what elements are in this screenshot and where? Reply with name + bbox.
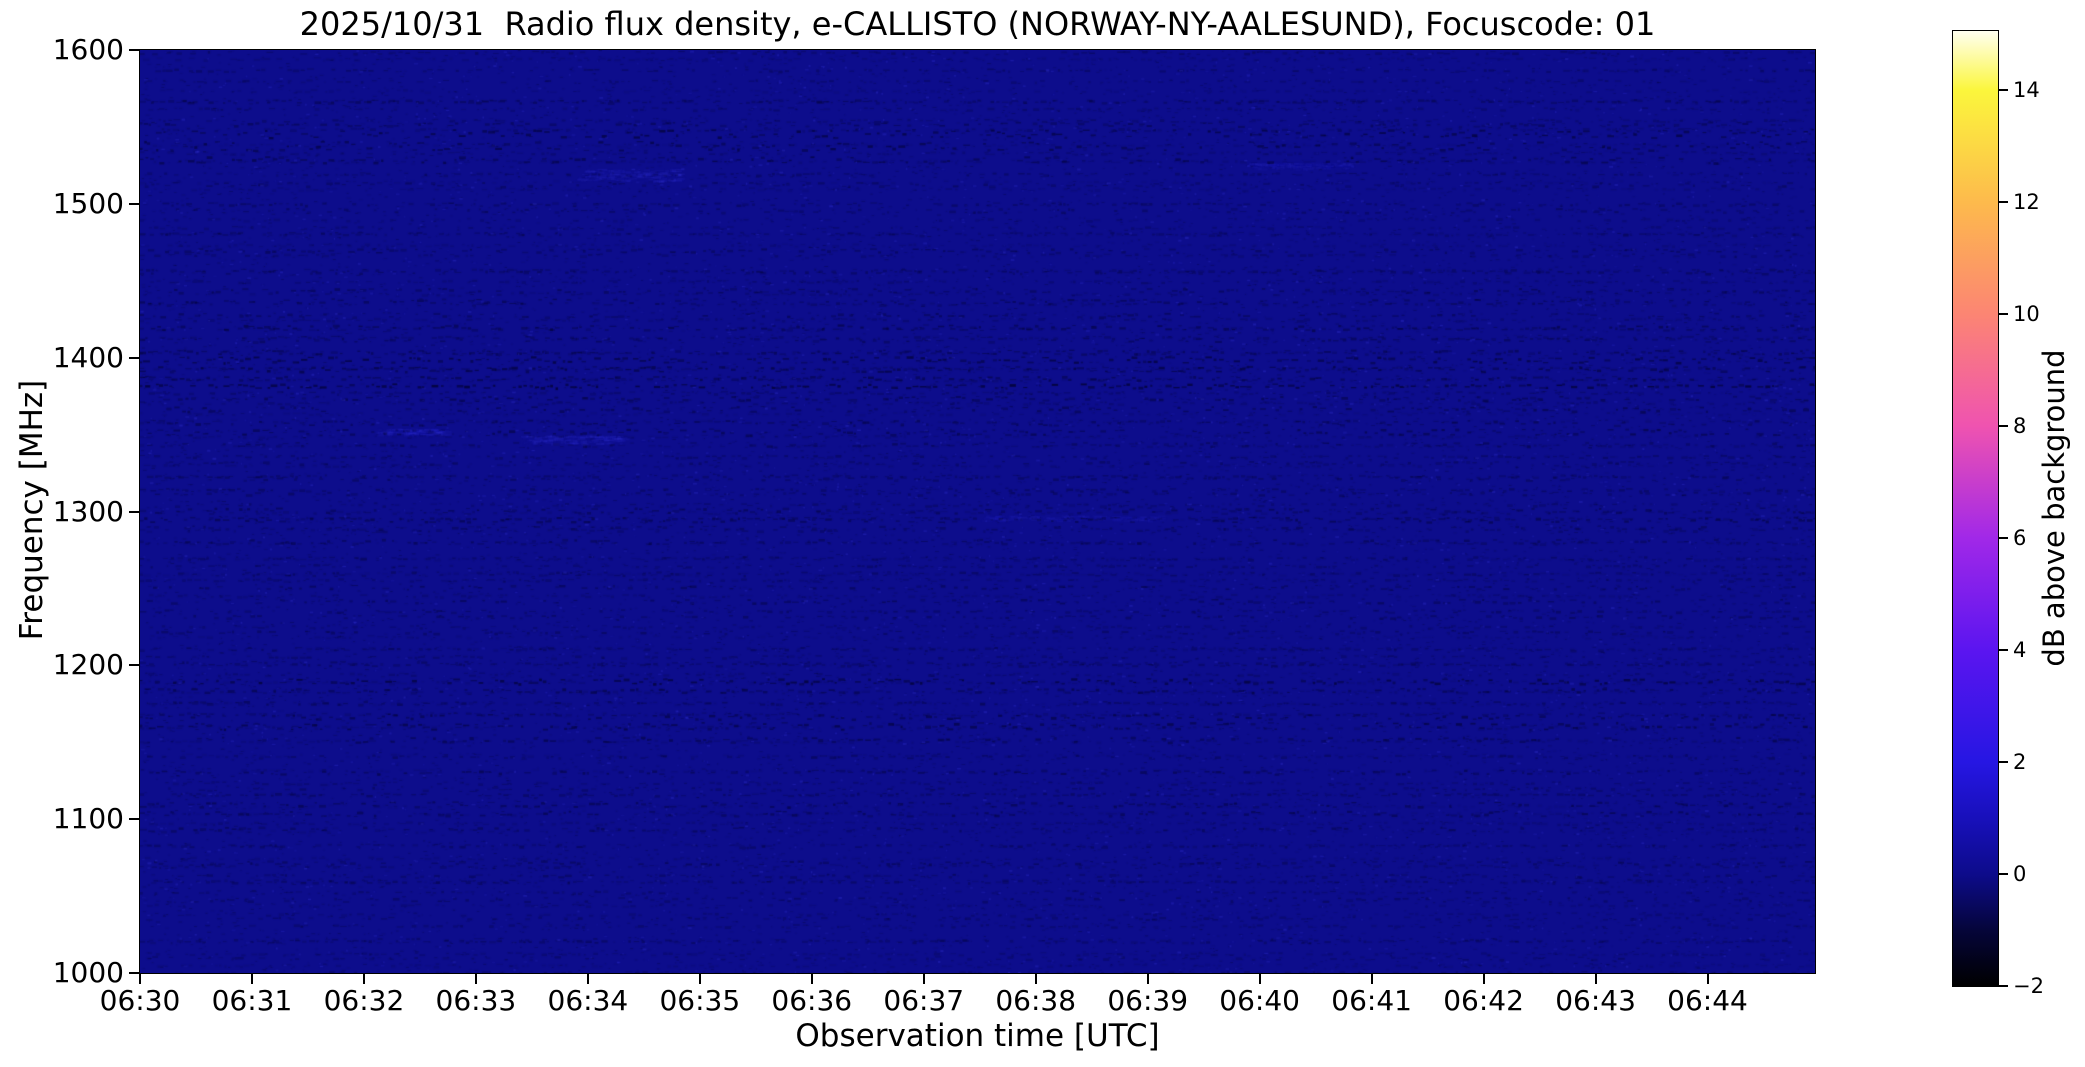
y-tick-label: 1500 <box>52 186 124 220</box>
x-tick-mark <box>1146 974 1149 984</box>
colorbar-tick-mark <box>1999 425 2008 428</box>
y-tick-label: 1600 <box>52 33 124 66</box>
x-tick-label: 06:38 <box>995 984 1077 1017</box>
x-tick-mark <box>1706 974 1709 984</box>
x-tick-mark <box>139 974 141 984</box>
y-tick-label: 1100 <box>52 802 124 836</box>
y-tick-mark <box>129 202 139 205</box>
y-tick-mark <box>129 356 139 359</box>
x-tick-mark <box>1370 974 1373 984</box>
y-tick-label: 1300 <box>52 494 124 528</box>
x-tick-label: 06:39 <box>1107 984 1189 1017</box>
x-tick-mark <box>1482 974 1485 984</box>
colorbar-tick-label: 0 <box>2013 862 2027 887</box>
colorbar-tick-label: 12 <box>2013 190 2040 215</box>
y-tick-label: 1400 <box>52 340 124 374</box>
x-tick-label: 06:35 <box>659 984 741 1017</box>
x-tick-label: 06:36 <box>771 984 853 1017</box>
y-tick-mark <box>129 972 139 974</box>
colorbar-tick-mark <box>1999 649 2008 652</box>
x-tick-label: 06:33 <box>435 984 517 1017</box>
x-tick-mark <box>1034 974 1037 984</box>
x-tick-mark <box>250 974 253 984</box>
colorbar-tick-mark <box>1999 537 2008 540</box>
x-tick-label: 06:37 <box>883 984 965 1017</box>
x-tick-mark <box>810 974 813 984</box>
y-tick-mark <box>129 510 139 513</box>
colorbar-tick-mark <box>1999 873 2008 876</box>
colorbar-tick-label: 8 <box>2013 414 2027 439</box>
x-tick-label: 06:43 <box>1555 984 1636 1017</box>
x-tick-mark <box>362 974 365 984</box>
x-tick-label: 06:30 <box>99 984 181 1017</box>
y-tick-mark <box>129 818 139 821</box>
colorbar-tick-label: 4 <box>2013 638 2027 663</box>
x-tick-mark <box>1594 974 1597 984</box>
colorbar-tick-label: 10 <box>2013 302 2040 327</box>
x-tick-mark <box>1258 974 1261 984</box>
x-tick-label: 06:42 <box>1443 984 1524 1017</box>
y-tick-label: 1000 <box>52 956 124 989</box>
x-tick-label: 06:41 <box>1331 984 1412 1017</box>
x-tick-label: 06:32 <box>323 984 405 1017</box>
colorbar-tick-mark <box>1999 89 2008 92</box>
colorbar-tick-label: −2 <box>2013 974 2044 998</box>
colorbar-tick-label: 14 <box>2013 78 2040 103</box>
y-tick-label: 1200 <box>52 648 124 682</box>
colorbar-label: dB above background <box>2037 349 2071 667</box>
x-axis-label: Observation time [UTC] <box>795 1018 1160 1054</box>
x-tick-label: 06:34 <box>547 984 629 1017</box>
colorbar-tick-label: 2 <box>2013 750 2027 775</box>
colorbar-tick-mark <box>1999 761 2008 764</box>
x-tick-mark <box>698 974 701 984</box>
x-tick-mark <box>586 974 589 984</box>
y-tick-mark <box>129 49 139 51</box>
x-tick-label: 06:31 <box>211 984 293 1017</box>
colorbar-tick-mark <box>1999 313 2008 316</box>
spectrogram-plot-area <box>139 49 1816 974</box>
chart-title: 2025/10/31 Radio flux density, e-CALLIST… <box>299 5 1656 43</box>
colorbar-tick-mark <box>1999 985 2008 987</box>
colorbar <box>1952 30 1999 987</box>
x-tick-mark <box>922 974 925 984</box>
x-tick-label: 06:44 <box>1667 984 1748 1017</box>
spectrogram-canvas <box>140 50 1815 973</box>
x-tick-mark <box>474 974 477 984</box>
colorbar-tick-label: 6 <box>2013 526 2027 551</box>
x-tick-label: 06:40 <box>1219 984 1300 1017</box>
y-tick-mark <box>129 664 139 667</box>
colorbar-tick-mark <box>1999 201 2008 204</box>
